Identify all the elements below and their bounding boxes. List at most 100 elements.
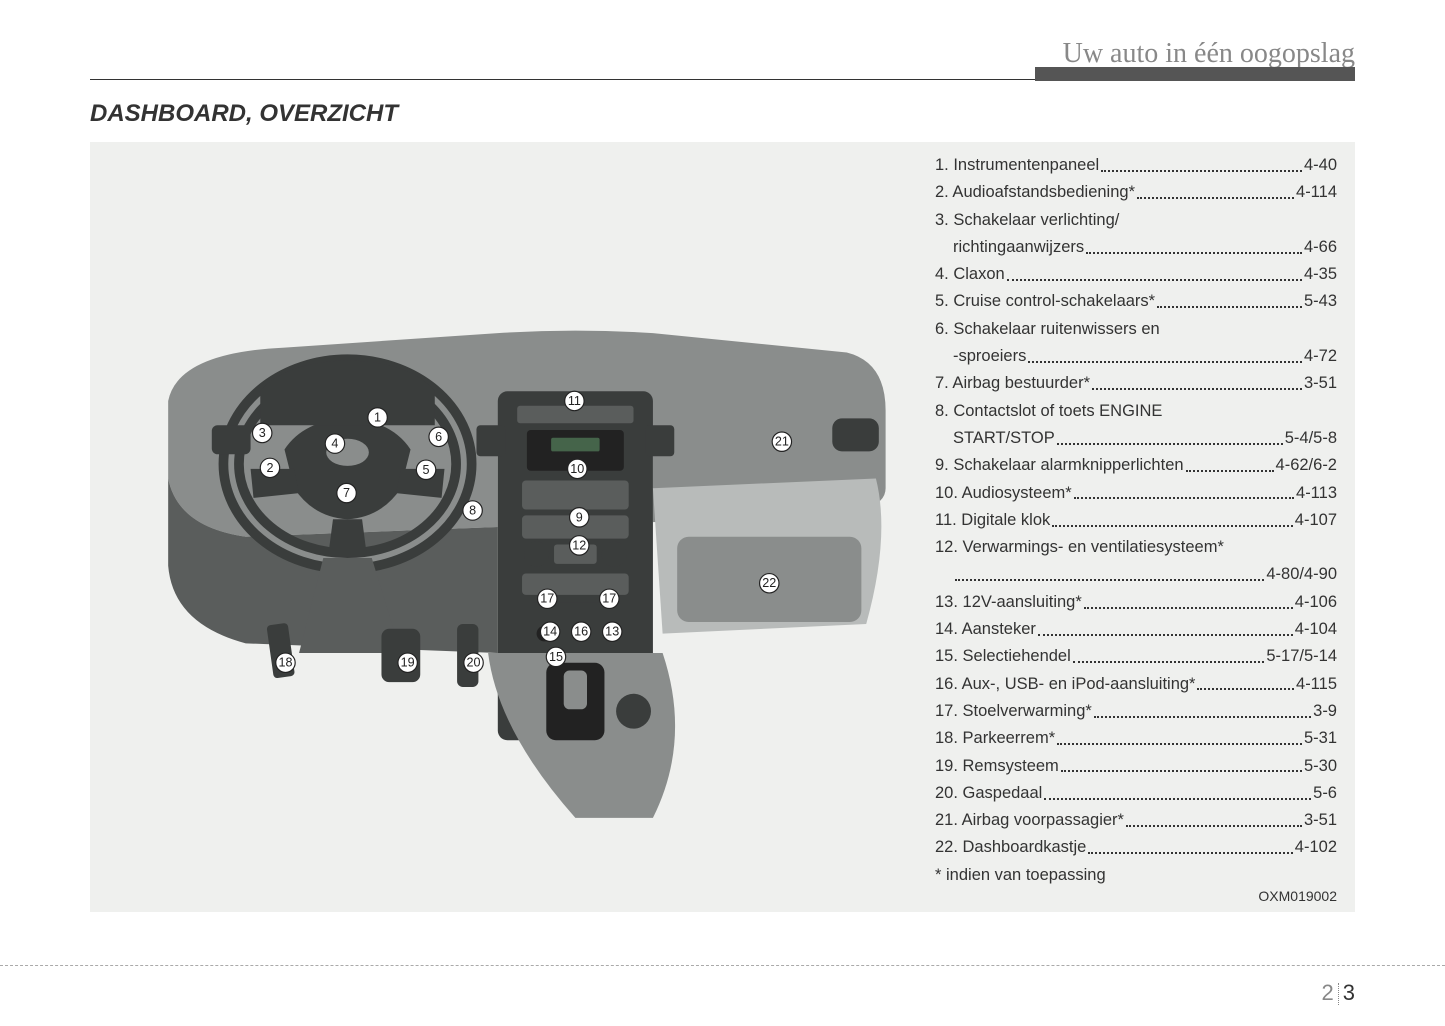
legend-item: 5. Cruise control-schakelaars* 5-43 bbox=[935, 292, 1337, 312]
page-num: 3 bbox=[1343, 980, 1355, 1005]
legend-item-sub: richtingaanwijzers 4-66 bbox=[935, 238, 1337, 258]
legend-label: 16. Aux-, USB- en iPod-aansluiting* bbox=[935, 675, 1195, 695]
callout-number: 11 bbox=[568, 394, 581, 408]
legend-item-sub: 4-80/4-90 bbox=[935, 565, 1337, 585]
legend-footnote: * indien van toepassing bbox=[935, 866, 1337, 886]
callout-number: 2 bbox=[266, 461, 273, 475]
legend-label: 7. Airbag bestuurder* bbox=[935, 374, 1090, 394]
legend-item: 20. Gaspedaal5-6 bbox=[935, 784, 1337, 804]
callout-number: 3 bbox=[259, 426, 266, 440]
legend-sublabel: richtingaanwijzers bbox=[953, 238, 1084, 258]
legend-page: 4-72 bbox=[1304, 347, 1337, 367]
legend-sublabel: START/STOP bbox=[953, 429, 1055, 449]
legend-page: 3-51 bbox=[1304, 811, 1337, 831]
callout-number: 5 bbox=[423, 463, 430, 477]
legend-page: 4-62/6-2 bbox=[1276, 456, 1337, 476]
legend-label: 12. Verwarmings- en ventilatiesysteem* bbox=[935, 538, 1224, 558]
legend-label: 10. Audiosysteem* bbox=[935, 484, 1072, 504]
legend-item: 13. 12V-aansluiting* 4-106 bbox=[935, 593, 1337, 613]
legend-label: 6. Schakelaar ruitenwissers en bbox=[935, 320, 1160, 340]
legend-label: 20. Gaspedaal bbox=[935, 784, 1042, 804]
callout-number: 12 bbox=[572, 538, 586, 552]
legend-page: 4-102 bbox=[1295, 838, 1337, 858]
callout-number: 17 bbox=[602, 592, 616, 606]
legend-label: 8. Contactslot of toets ENGINE bbox=[935, 402, 1162, 422]
legend-item: 1. Instrumentenpaneel 4-40 bbox=[935, 156, 1337, 176]
legend-label: 3. Schakelaar verlichting/ bbox=[935, 211, 1119, 231]
legend-item: 7. Airbag bestuurder*3-51 bbox=[935, 374, 1337, 394]
dashboard-svg: 1234567891011121314151617171819202122 bbox=[110, 162, 905, 892]
legend-item: 15. Selectiehendel 5-17/5-14 bbox=[935, 647, 1337, 667]
legend-label: 17. Stoelverwarming* bbox=[935, 702, 1092, 722]
callout-number: 16 bbox=[574, 625, 588, 639]
callout-number: 6 bbox=[435, 430, 442, 444]
callout-number: 13 bbox=[605, 625, 619, 639]
callout-number: 4 bbox=[331, 437, 338, 451]
legend-item: 6. Schakelaar ruitenwissers en bbox=[935, 320, 1337, 340]
legend-page: 3-9 bbox=[1313, 702, 1337, 722]
callout-number: 7 bbox=[343, 486, 350, 500]
callout-number: 19 bbox=[401, 656, 415, 670]
legend-item: 8. Contactslot of toets ENGINE bbox=[935, 402, 1337, 422]
legend-item-sub: START/STOP 5-4/5-8 bbox=[935, 429, 1337, 449]
legend-page: 5-4/5-8 bbox=[1285, 429, 1337, 449]
legend-label: 19. Remsysteem bbox=[935, 757, 1059, 777]
legend-page: 4-66 bbox=[1304, 238, 1337, 258]
page-title: DASHBOARD, OVERZICHT bbox=[90, 100, 1355, 128]
section-title: Uw auto in één oogopslag bbox=[1063, 38, 1355, 70]
callout-number: 21 bbox=[775, 435, 789, 449]
legend-item: 11. Digitale klok 4-107 bbox=[935, 511, 1337, 531]
legend-item: 12. Verwarmings- en ventilatiesysteem* bbox=[935, 538, 1337, 558]
legend-label: 22. Dashboardkastje bbox=[935, 838, 1086, 858]
legend-label: 11. Digitale klok bbox=[935, 511, 1050, 531]
legend-page: 4-80/4-90 bbox=[1266, 565, 1337, 585]
callout-number: 8 bbox=[469, 504, 476, 518]
legend-label: 1. Instrumentenpaneel bbox=[935, 156, 1099, 176]
callout-number: 18 bbox=[278, 656, 292, 670]
header-accent-bar bbox=[1035, 67, 1355, 81]
legend-list: 1. Instrumentenpaneel4-402. Audioafstand… bbox=[935, 156, 1337, 858]
legend-item: 21. Airbag voorpassagier*3-51 bbox=[935, 811, 1337, 831]
legend-item: 10. Audiosysteem* 4-113 bbox=[935, 484, 1337, 504]
legend-page: 4-107 bbox=[1295, 511, 1337, 531]
legend-sublabel: -sproeiers bbox=[953, 347, 1026, 367]
legend-label: 15. Selectiehendel bbox=[935, 647, 1071, 667]
content-panel: 1234567891011121314151617171819202122 1.… bbox=[90, 142, 1355, 912]
legend-page: 5-43 bbox=[1304, 292, 1337, 312]
legend-item: 17. Stoelverwarming* 3-9 bbox=[935, 702, 1337, 722]
legend-page: 4-35 bbox=[1304, 265, 1337, 285]
dashboard-diagram: 1234567891011121314151617171819202122 bbox=[90, 142, 925, 912]
legend-item: 18. Parkeerrem* 5-31 bbox=[935, 729, 1337, 749]
callout-number: 17 bbox=[540, 592, 554, 606]
legend-label: 13. 12V-aansluiting* bbox=[935, 593, 1082, 613]
legend-label: 5. Cruise control-schakelaars* bbox=[935, 292, 1155, 312]
callout-number: 15 bbox=[549, 650, 563, 664]
callout-number: 14 bbox=[543, 625, 557, 639]
legend-label: 14. Aansteker bbox=[935, 620, 1036, 640]
legend-item: 19. Remsysteem 5-30 bbox=[935, 757, 1337, 777]
callout-number: 22 bbox=[762, 576, 776, 590]
image-code: OXM019002 bbox=[935, 888, 1337, 905]
callout-number: 1 bbox=[374, 410, 381, 424]
legend-page: 4-114 bbox=[1296, 183, 1337, 203]
legend-page: 4-106 bbox=[1295, 593, 1337, 613]
legend-label: 4. Claxon bbox=[935, 265, 1005, 285]
callout-number: 9 bbox=[576, 510, 583, 524]
legend-label: 18. Parkeerrem* bbox=[935, 729, 1055, 749]
legend-item: 14. Aansteker4-104 bbox=[935, 620, 1337, 640]
legend-item: 22. Dashboardkastje 4-102 bbox=[935, 838, 1337, 858]
legend-item: 3. Schakelaar verlichting/ bbox=[935, 211, 1337, 231]
page-number: 23 bbox=[1322, 980, 1356, 1006]
legend-item: 4. Claxon 4-35 bbox=[935, 265, 1337, 285]
legend-page: 5-17/5-14 bbox=[1266, 647, 1337, 667]
legend-page: 5-31 bbox=[1304, 729, 1337, 749]
legend-page: 4-113 bbox=[1296, 484, 1337, 504]
legend-panel: 1. Instrumentenpaneel4-402. Audioafstand… bbox=[925, 142, 1355, 912]
legend-item: 9. Schakelaar alarmknipperlichten4-62/6-… bbox=[935, 456, 1337, 476]
legend-item-sub: -sproeiers 4-72 bbox=[935, 347, 1337, 367]
legend-page: 5-30 bbox=[1304, 757, 1337, 777]
section-number: 2 bbox=[1322, 980, 1334, 1005]
legend-page: 4-40 bbox=[1304, 156, 1337, 176]
callout-number: 20 bbox=[467, 656, 481, 670]
legend-item: 16. Aux-, USB- en iPod-aansluiting*4-115 bbox=[935, 675, 1337, 695]
